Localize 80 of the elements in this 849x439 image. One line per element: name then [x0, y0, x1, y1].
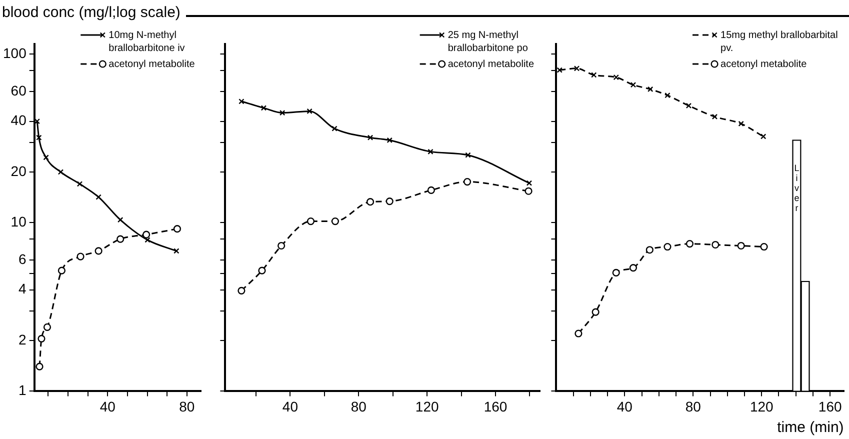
point [117, 216, 124, 223]
point [712, 240, 720, 249]
point [592, 308, 600, 316]
y-tick-label: 1 [18, 382, 27, 398]
point [58, 169, 64, 175]
y-axis-title: blood conc (mg/l;log scale) [2, 4, 180, 21]
point [463, 178, 472, 186]
y-tick-label: 10 [10, 214, 27, 230]
legend-label: acetonyl metabolite [108, 58, 196, 70]
point [629, 264, 638, 272]
y-tick-label: 2 [18, 331, 27, 348]
point [760, 134, 766, 140]
point [43, 323, 52, 331]
point [173, 225, 182, 233]
point [38, 334, 46, 342]
point [258, 266, 266, 274]
point [427, 186, 435, 194]
point [94, 247, 102, 255]
legend-label: acetonyl metabolite [448, 58, 534, 70]
point [664, 242, 672, 251]
point [386, 198, 394, 206]
point [142, 230, 150, 238]
point [331, 217, 340, 226]
point [36, 134, 42, 140]
x-tick-label: 120 [415, 398, 439, 414]
point [647, 86, 654, 92]
point [76, 252, 84, 260]
point [367, 134, 374, 140]
point [386, 137, 392, 144]
point [278, 242, 286, 250]
point [428, 148, 434, 155]
point [465, 152, 471, 158]
y-tick-label: 20 [10, 162, 27, 179]
x-tick-label: 160 [484, 398, 508, 414]
point [238, 286, 246, 294]
x-tick-label: 40 [100, 398, 116, 414]
point [279, 110, 286, 116]
point [36, 362, 44, 370]
x-tick-label: 120 [750, 398, 774, 414]
point [712, 114, 718, 120]
y-tick-label: 40 [10, 112, 27, 128]
point [686, 102, 692, 109]
point [574, 330, 582, 338]
y-tick-label: 6 [18, 250, 27, 267]
point [591, 72, 597, 78]
point [306, 217, 315, 226]
point [760, 242, 768, 251]
legend-label: 15mg methyl brallobarbital pv. [720, 30, 838, 54]
x-tick-label: 160 [818, 398, 842, 414]
x-tick-label: 80 [179, 398, 195, 414]
x-axis-title: time (min) [777, 419, 844, 436]
point [260, 105, 267, 111]
point [737, 242, 745, 250]
point [686, 240, 694, 248]
point [332, 126, 338, 132]
point [366, 198, 374, 206]
point [664, 92, 670, 98]
point [306, 108, 312, 114]
point [630, 82, 636, 88]
legend-label: acetonyl metabolite [720, 58, 808, 70]
x-tick-label: 40 [282, 398, 298, 414]
point [613, 74, 619, 80]
y-tick-label: 60 [10, 82, 27, 98]
point [96, 194, 102, 200]
point [738, 120, 744, 127]
x-tick-label: 40 [616, 398, 633, 414]
point [524, 187, 532, 195]
point [43, 154, 49, 160]
point [116, 235, 124, 243]
x-tick-label: 80 [685, 398, 702, 414]
annotation: Liver [794, 162, 800, 213]
point [646, 246, 654, 254]
point [612, 268, 620, 277]
point [76, 181, 83, 187]
point [574, 66, 580, 72]
x-tick-label: 80 [350, 398, 367, 414]
point [58, 266, 66, 274]
y-tick-label: 100 [3, 45, 27, 62]
point [144, 237, 150, 243]
y-tick-label: 4 [18, 280, 27, 297]
